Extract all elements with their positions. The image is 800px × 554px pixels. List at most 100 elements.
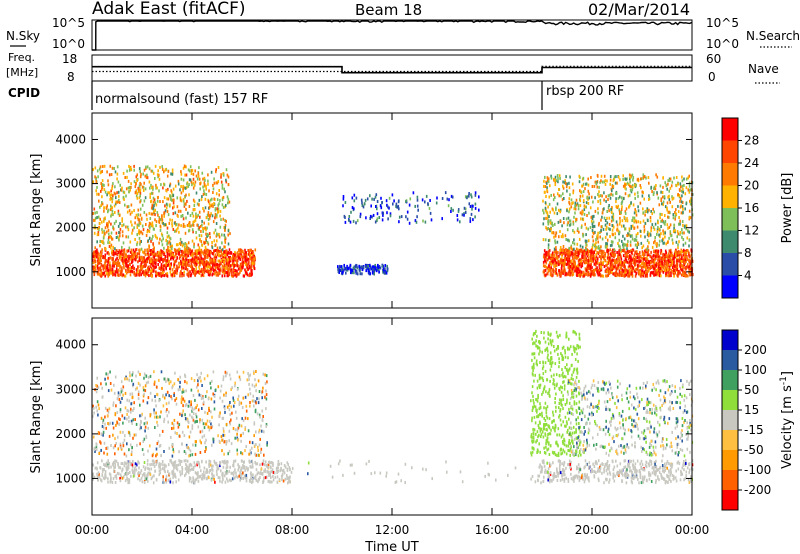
power-mark	[164, 259, 167, 263]
power-mark	[424, 200, 426, 204]
power-mark	[600, 225, 603, 229]
power-mark	[199, 238, 201, 242]
power-mark	[612, 193, 614, 197]
power-mark	[674, 249, 677, 253]
power-mark	[646, 253, 649, 257]
power-mark	[153, 264, 155, 268]
power-mark	[192, 186, 195, 190]
power-mark	[652, 207, 654, 211]
power-mark	[152, 250, 154, 254]
power-mark	[611, 270, 613, 274]
power-mark	[573, 258, 575, 262]
power-mark	[637, 253, 640, 257]
power-mark	[644, 235, 646, 239]
power-mark	[170, 172, 172, 176]
power-mark	[683, 252, 686, 255]
power-mark	[123, 259, 126, 263]
power-mark	[176, 196, 179, 200]
power-mark	[666, 201, 669, 205]
power-mark	[139, 175, 142, 179]
power-mark	[200, 256, 203, 260]
power-mark	[135, 182, 137, 186]
power-mark	[95, 255, 98, 259]
power-mark	[158, 220, 161, 224]
power-mark	[240, 252, 242, 256]
power-mark	[611, 268, 613, 271]
date-title: 02/Mar/2014	[588, 0, 690, 19]
power-mark	[552, 224, 554, 227]
power-mark	[198, 226, 201, 230]
power-mark	[225, 203, 227, 207]
power-mark	[160, 253, 163, 257]
power-mark	[120, 251, 123, 255]
power-mark	[650, 229, 652, 233]
power-mark	[119, 252, 122, 256]
power-mark	[131, 258, 134, 262]
power-mark	[569, 223, 571, 227]
power-mark	[247, 249, 249, 252]
power-mark	[368, 270, 371, 274]
power-mark	[171, 273, 173, 277]
power-mark	[132, 252, 135, 256]
power-mark	[220, 173, 222, 177]
power-mark	[654, 273, 657, 276]
freq-tick-high: 18	[62, 52, 77, 66]
power-mark	[546, 176, 549, 180]
power-mark	[171, 244, 173, 248]
power-mark	[192, 271, 195, 275]
power-mark	[582, 210, 584, 214]
power-mark	[150, 260, 152, 264]
power-mark	[166, 203, 169, 207]
power-mark	[599, 235, 601, 239]
power-mark	[143, 210, 146, 214]
power-mark	[657, 273, 659, 277]
power-mark	[212, 183, 214, 187]
power-mark	[373, 197, 375, 201]
power-mark	[637, 220, 640, 224]
power-mark	[587, 177, 589, 181]
power-mark	[157, 251, 160, 255]
power-mark	[232, 253, 235, 256]
power-mark	[611, 224, 614, 227]
power-mark	[579, 244, 582, 248]
power-mark	[228, 273, 231, 277]
power-mark	[658, 233, 660, 237]
power-mark	[619, 178, 621, 182]
power-mark	[241, 261, 244, 265]
power-mark	[133, 272, 135, 276]
power-mark	[206, 226, 208, 230]
power-mark	[554, 183, 557, 187]
power-mark	[585, 261, 588, 265]
power-mark	[688, 184, 691, 188]
power-mark	[616, 206, 619, 209]
power-mark	[368, 272, 370, 276]
power-mark	[386, 264, 388, 268]
power-mark	[146, 176, 149, 180]
power-mark	[375, 193, 378, 197]
power-mark	[236, 264, 239, 268]
power-mark	[673, 223, 675, 227]
power-mark	[655, 254, 658, 258]
power-mark	[643, 257, 646, 261]
power-mark	[220, 259, 223, 263]
power-mark	[98, 228, 100, 232]
power-mark	[103, 271, 106, 275]
power-mark	[665, 184, 667, 188]
power-mark	[607, 256, 609, 260]
power-mark	[416, 195, 419, 199]
power-mark	[546, 211, 549, 215]
power-mark	[125, 264, 127, 268]
power-mark	[665, 272, 667, 276]
power-mark	[121, 274, 124, 278]
power-mark	[617, 256, 619, 260]
power-mark	[587, 249, 589, 253]
power-mark	[169, 194, 172, 198]
power-mark	[234, 269, 236, 272]
power-mark	[590, 252, 592, 256]
power-mark	[590, 219, 593, 223]
power-mark	[618, 238, 621, 242]
power-mark	[200, 234, 203, 238]
power-mark	[382, 267, 385, 271]
power-mark	[609, 248, 612, 252]
